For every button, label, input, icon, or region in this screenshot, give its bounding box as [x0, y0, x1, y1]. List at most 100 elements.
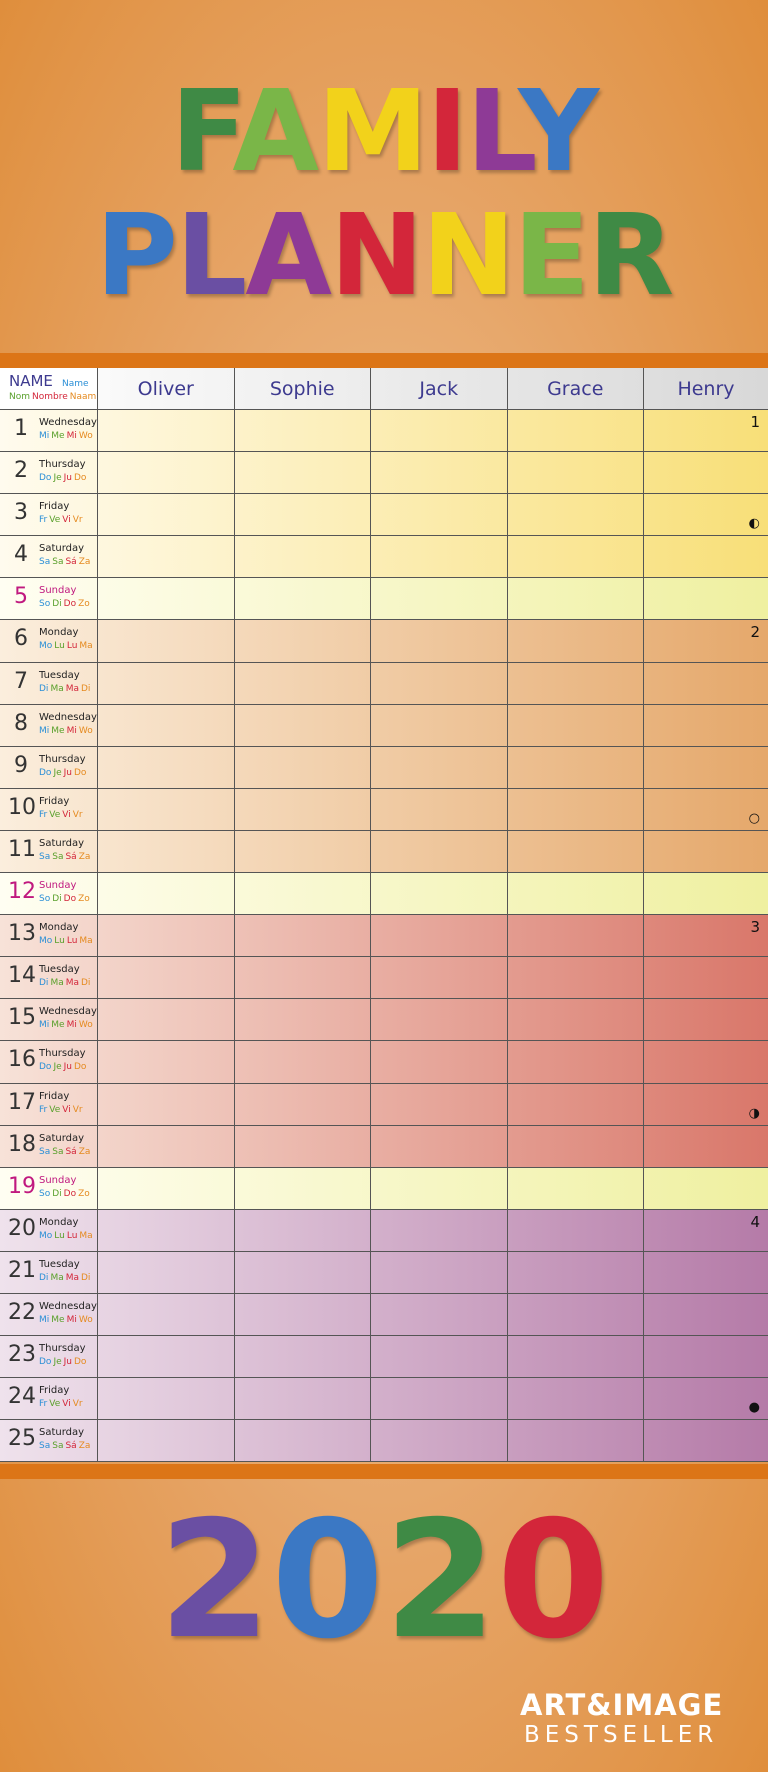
abbr: Sa: [39, 851, 51, 862]
entry-cell: [508, 1420, 644, 1462]
abbr: Za: [78, 851, 91, 862]
entry-cell: [98, 536, 235, 578]
abbr: Do: [39, 767, 52, 778]
entry-cell: [235, 704, 371, 746]
day-name: Saturday: [39, 837, 85, 849]
day-abbr: So Di Do Zo: [39, 894, 92, 904]
abbr: Lu: [54, 936, 65, 947]
name-lang: Naam: [69, 392, 97, 402]
day-abbr: Do Je Ju Do: [39, 1357, 88, 1367]
entry-cell: [644, 1336, 768, 1377]
entry-cell: [508, 578, 644, 620]
person-header: Sophie: [235, 368, 371, 409]
title-line: PLANNER: [0, 200, 768, 312]
abbr: Fr: [39, 809, 48, 820]
day-cell: 11 Saturday Sa Sa Sá Za: [0, 830, 98, 873]
entry-cell: [98, 620, 235, 662]
abbr: Ma: [79, 936, 93, 947]
abbr: Ve: [49, 1104, 61, 1115]
entry-cell: [644, 1252, 768, 1293]
day-abbr: Mo Lu Lu Ma: [39, 1231, 95, 1241]
abbr: Sa: [52, 1146, 64, 1157]
week-number: 4: [750, 1212, 760, 1231]
day-number: 1: [14, 416, 28, 441]
entry-cell: [371, 1209, 508, 1251]
day-cell: 14 Tuesday Di Ma Ma Di: [0, 957, 98, 999]
day-abbr: So Di Do Zo: [39, 599, 92, 609]
entry-cell: [98, 1125, 235, 1167]
day-cell: 21 Tuesday Di Ma Ma Di: [0, 1251, 98, 1293]
day-name: Thursday: [39, 753, 86, 765]
entry-cell: [371, 873, 508, 915]
day-row: 5 Sunday So Di Do Zo: [0, 578, 768, 621]
entry-cell: [98, 746, 235, 788]
entry-cell: 2: [644, 620, 768, 661]
abbr: Vi: [62, 1104, 71, 1115]
day-abbr: Fr Ve Vi Vr: [39, 810, 85, 820]
week-number: 1: [750, 413, 760, 431]
abbr: Vr: [72, 809, 83, 820]
entry-cell: [371, 452, 508, 494]
year-digit: 2: [158, 1487, 272, 1675]
day-number: 10: [8, 794, 36, 820]
entry-cell: [371, 830, 508, 873]
day-row: 9 Thursday Do Je Ju Do: [0, 746, 768, 789]
day-row: 3 Friday Fr Ve Vi Vr ◐: [0, 494, 768, 537]
abbr: Di: [81, 978, 91, 989]
abbr: Sa: [52, 557, 64, 568]
day-number: 15: [8, 1005, 36, 1031]
day-number: 6: [14, 626, 28, 652]
abbr: Ma: [65, 978, 79, 989]
day-name: Sunday: [39, 880, 77, 892]
abbr: Sa: [39, 557, 51, 568]
entry-cell: [98, 1378, 235, 1420]
day-name: Wednesday: [39, 1300, 97, 1312]
day-abbr: Mi Me Mi Wo: [39, 1315, 95, 1325]
entry-cell: [644, 1041, 768, 1082]
entry-cell: [98, 494, 235, 536]
day-name: Sunday: [39, 585, 77, 597]
day-number: 21: [8, 1257, 36, 1283]
day-cell: 19 Sunday So Di Do Zo: [0, 1167, 98, 1209]
abbr: Ma: [50, 683, 64, 694]
person-header: Oliver: [98, 368, 235, 409]
name-cell: NAME Name Nom Nombre Naam: [0, 368, 98, 409]
entry-cell: [644, 663, 768, 704]
entry-cell: [508, 1378, 644, 1420]
title-letter: P: [95, 191, 178, 321]
day-number: 3: [14, 500, 28, 526]
day-cell: 7 Tuesday Di Ma Ma Di: [0, 662, 98, 704]
day-row: 4 Saturday Sa Sa Sá Za: [0, 536, 768, 579]
entry-cell: [371, 746, 508, 788]
abbr: Di: [39, 978, 49, 989]
entry-cell: [235, 1336, 371, 1378]
abbr: Di: [81, 1272, 91, 1283]
strip: [0, 1464, 768, 1479]
day-cell: 13 Monday Mo Lu Lu Ma: [0, 915, 98, 957]
logo: ART&IMAGE: [520, 1688, 724, 1722]
day-row: 2 Thursday Do Je Ju Do: [0, 452, 768, 495]
entry-cell: [235, 1209, 371, 1251]
abbr: Je: [53, 1062, 62, 1073]
day-number: 19: [8, 1173, 36, 1199]
abbr: Do: [39, 1062, 52, 1073]
day-abbr: Sa Sa Sá Za: [39, 1147, 92, 1157]
entry-cell: [98, 578, 235, 620]
day-row: 13 Monday Mo Lu Lu Ma 3: [0, 915, 768, 958]
entry-cell: [644, 747, 768, 788]
abbr: Ma: [79, 1230, 93, 1241]
week-number: 3: [750, 918, 760, 937]
entry-cell: [508, 915, 644, 957]
day-name: Thursday: [39, 1048, 86, 1060]
day-abbr: Mi Me Mi Wo: [39, 431, 95, 441]
entry-cell: [98, 915, 235, 957]
entry-cell: [371, 536, 508, 578]
year-digit: 0: [271, 1487, 384, 1675]
entry-cell: [644, 1294, 768, 1335]
day-row: 11 Saturday Sa Sa Sá Za: [0, 830, 768, 874]
entry-cell: [644, 957, 768, 998]
entry-cell: [508, 1336, 644, 1378]
entry-cell: [508, 1125, 644, 1167]
day-row: 8 Wednesday Mi Me Mi Wo: [0, 704, 768, 747]
entry-cell: [235, 1420, 371, 1462]
